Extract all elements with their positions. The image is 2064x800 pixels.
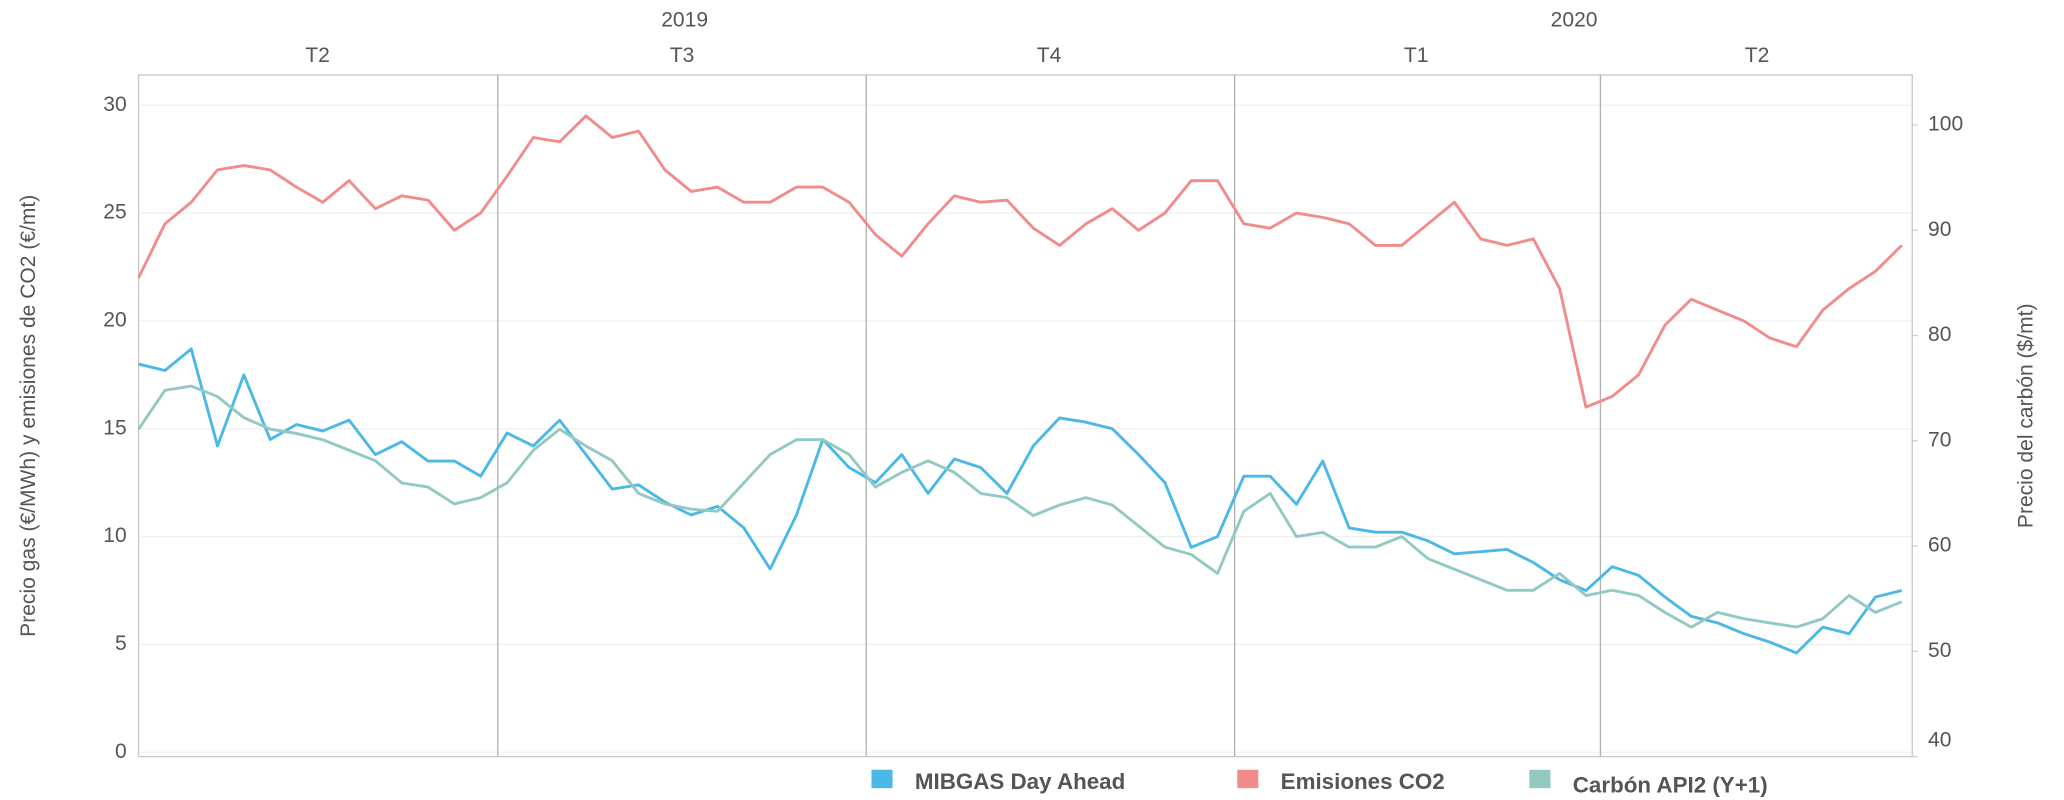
quarter-label: T4	[1037, 44, 1062, 67]
year-label: 2019	[661, 9, 708, 32]
y-tick-label: 10	[103, 524, 126, 547]
legend-label: Emisiones CO2	[1281, 769, 1445, 794]
y2-tick-label: 50	[1928, 639, 1951, 662]
y-tick-label: 5	[115, 632, 127, 655]
quarter-label: T3	[670, 44, 695, 67]
y-tick-label: 0	[115, 740, 127, 763]
y-tick-label: 25	[103, 201, 126, 224]
series-line	[137, 114, 1903, 409]
y2-tick-label: 100	[1928, 113, 1963, 136]
y2-tick-label: 80	[1928, 323, 1951, 346]
plot-frame	[137, 74, 1913, 758]
legend-label: MIBGAS Day Ahead	[915, 769, 1125, 794]
series-line	[138, 347, 1903, 655]
y2-tick-label: 60	[1928, 534, 1951, 557]
legend-swatch	[1237, 769, 1259, 789]
quarter-label: T1	[1404, 44, 1429, 67]
y2-tick-label: 90	[1928, 218, 1951, 241]
y-axis-title: Precio gas (€/MWh) y emisiones de CO2 (€…	[17, 195, 40, 637]
year-label: 2020	[1551, 9, 1598, 32]
legend-label: Carbón API2 (Y+1)	[1573, 773, 1768, 798]
y-tick-label: 20	[103, 308, 126, 331]
legend-swatch	[1529, 769, 1551, 789]
y2-tick-label: 40	[1928, 728, 1951, 751]
y2-axis-title: Precio del carbón ($/mt)	[2014, 303, 2037, 528]
series-line	[137, 384, 1903, 629]
y-tick-label: 15	[103, 416, 126, 439]
quarter-label: T2	[305, 44, 330, 67]
quarter-label: T2	[1745, 44, 1770, 67]
y-tick-label: 30	[103, 93, 126, 116]
y2-tick-label: 70	[1928, 428, 1951, 451]
legend-swatch	[871, 769, 893, 789]
